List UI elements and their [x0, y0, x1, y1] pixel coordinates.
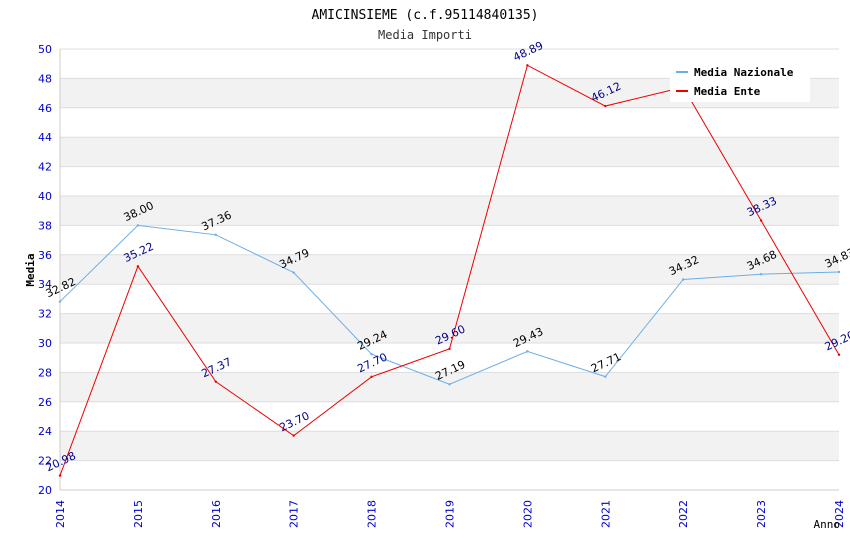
y-tick-label: 36 — [38, 249, 52, 262]
x-tick-label: 2015 — [132, 500, 145, 528]
y-tick-label: 34 — [38, 278, 52, 291]
y-tick-label: 48 — [38, 72, 52, 85]
data-point — [837, 270, 841, 274]
plot-band — [60, 137, 839, 167]
plot-band — [60, 254, 839, 285]
data-point — [604, 104, 607, 108]
plot-background — [59, 48, 839, 491]
data-point — [759, 273, 763, 276]
chart-title: AMICINSIEME (c.f.95114840135) — [312, 8, 539, 23]
data-label: 23.70 — [277, 409, 311, 434]
x-tick-label: 2016 — [210, 500, 223, 528]
data-point — [370, 375, 373, 379]
y-tick-label: 44 — [38, 131, 52, 144]
data-point — [370, 352, 373, 356]
x-axis-ticks: 2014 2015 2016 2017 2018 2019 2020 2021 2022 2023… — [54, 500, 846, 528]
plot-band — [60, 196, 839, 226]
x-tick-label: 2019 — [444, 500, 457, 528]
y-tick-label: 20 — [38, 484, 52, 497]
data-point — [759, 219, 763, 222]
data-point — [214, 380, 217, 383]
x-tick-label: 2014 — [54, 500, 67, 528]
legend-label: Media Ente — [694, 85, 761, 98]
y-tick-label: 38 — [38, 219, 52, 232]
y-tick-label: 42 — [38, 161, 52, 174]
y-tick-label: 26 — [38, 396, 52, 409]
x-tick-label: 2018 — [366, 500, 379, 528]
data-label: 27.71 — [589, 350, 623, 375]
chart-subtitle: Media Importi — [378, 28, 472, 42]
plot-band — [60, 372, 839, 402]
x-tick-label: 2023 — [755, 500, 768, 528]
y-tick-label: 40 — [38, 190, 52, 203]
y-tick-label: 32 — [38, 308, 52, 321]
data-point — [136, 265, 140, 268]
legend: Media Nazionale Media Ente — [670, 60, 810, 102]
data-label: 48.89 — [511, 39, 545, 64]
data-point — [604, 375, 607, 378]
data-point — [292, 271, 295, 274]
x-axis-label: Anno — [814, 518, 841, 531]
plot-band — [60, 313, 839, 343]
data-point — [292, 434, 295, 437]
data-point — [214, 233, 217, 237]
y-axis-ticks: 20 22 24 26 28 30 32 34 36 38 40 42 44 46 48 50 — [38, 43, 52, 497]
data-point — [682, 278, 685, 281]
x-tick-label: 2024 — [833, 500, 846, 528]
series-line-media-nazionale — [59, 224, 840, 385]
data-point — [448, 383, 451, 386]
y-tick-label: 24 — [38, 425, 52, 438]
y-tick-label: 22 — [38, 455, 52, 468]
x-tick-label: 2017 — [288, 500, 301, 528]
x-tick-label: 2021 — [599, 500, 612, 528]
y-tick-label: 46 — [38, 102, 52, 115]
data-point — [526, 64, 529, 67]
x-tick-label: 2020 — [521, 500, 534, 528]
x-tick-label: 2022 — [677, 500, 690, 528]
y-tick-label: 28 — [38, 366, 52, 379]
y-tick-label: 30 — [38, 337, 52, 350]
data-point — [526, 350, 529, 353]
data-point — [136, 224, 140, 227]
y-axis-label: Media — [24, 253, 37, 286]
data-point — [837, 353, 841, 356]
data-point — [448, 347, 451, 351]
y-tick-label: 50 — [38, 43, 52, 56]
data-point — [58, 474, 62, 477]
legend-label: Media Nazionale — [694, 66, 794, 79]
legend-box — [670, 60, 810, 102]
data-point — [58, 300, 62, 303]
plot-band — [60, 431, 839, 461]
